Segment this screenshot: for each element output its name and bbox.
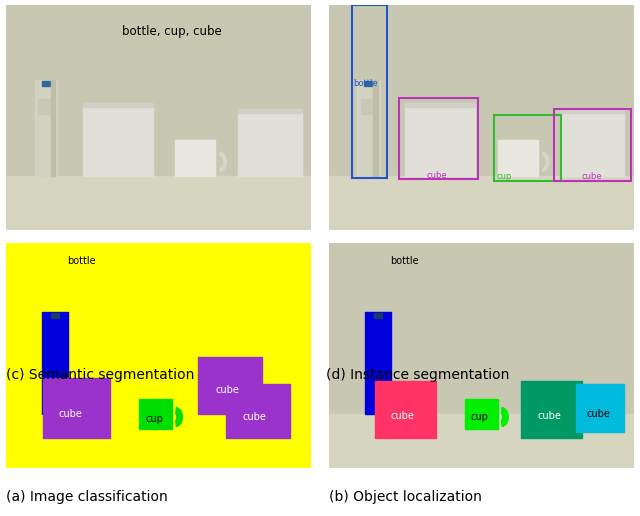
Bar: [465, 399, 498, 429]
Bar: [40, 84, 51, 101]
Bar: [352, 5, 387, 178]
Text: cube: cube: [58, 409, 83, 419]
Text: (d) Instance segmentation: (d) Instance segmentation: [326, 368, 510, 382]
Text: bottle: bottle: [353, 79, 378, 88]
Text: (a) Image classification: (a) Image classification: [6, 490, 168, 504]
Bar: [238, 109, 301, 113]
Bar: [561, 113, 625, 176]
Bar: [399, 98, 478, 179]
Bar: [43, 378, 110, 438]
Bar: [374, 313, 382, 318]
Text: cube: cube: [587, 409, 611, 419]
Text: cube: cube: [427, 171, 447, 180]
Bar: [554, 109, 630, 181]
Text: (b) Object localization: (b) Object localization: [329, 490, 482, 504]
Bar: [198, 357, 262, 414]
Bar: [83, 107, 152, 176]
Bar: [38, 100, 54, 114]
Bar: [405, 107, 476, 176]
Bar: [576, 384, 625, 432]
Bar: [364, 84, 374, 101]
Text: bottle: bottle: [390, 256, 419, 266]
Text: bottle: bottle: [67, 256, 96, 266]
Text: cube: cube: [390, 411, 414, 421]
Bar: [364, 80, 373, 86]
Bar: [35, 80, 58, 176]
Bar: [405, 103, 476, 107]
Text: cube: cube: [582, 172, 602, 181]
Text: cup: cup: [145, 413, 163, 424]
Bar: [498, 140, 538, 176]
Bar: [42, 312, 68, 414]
Bar: [226, 384, 289, 438]
Bar: [238, 113, 301, 176]
Bar: [561, 109, 625, 113]
Bar: [373, 80, 378, 176]
Text: cup: cup: [471, 412, 489, 422]
Text: cube: cube: [538, 411, 562, 421]
Bar: [329, 176, 634, 230]
Bar: [51, 313, 60, 318]
Bar: [42, 80, 51, 86]
Bar: [372, 316, 384, 334]
Text: (c) Semantic segmentation: (c) Semantic segmentation: [6, 368, 195, 382]
Text: cube: cube: [215, 385, 239, 395]
Bar: [521, 381, 582, 438]
Bar: [49, 316, 61, 334]
Bar: [329, 414, 634, 468]
Text: cup: cup: [497, 172, 512, 181]
Bar: [365, 312, 391, 414]
Bar: [139, 399, 172, 429]
Text: bottle, cup, cube: bottle, cup, cube: [122, 25, 222, 38]
Bar: [375, 381, 436, 438]
Bar: [361, 100, 376, 114]
Bar: [83, 103, 152, 107]
Bar: [51, 80, 55, 176]
Bar: [175, 140, 215, 176]
Bar: [493, 115, 561, 181]
Bar: [357, 80, 380, 176]
Bar: [6, 176, 311, 230]
Text: cube: cube: [243, 412, 266, 422]
